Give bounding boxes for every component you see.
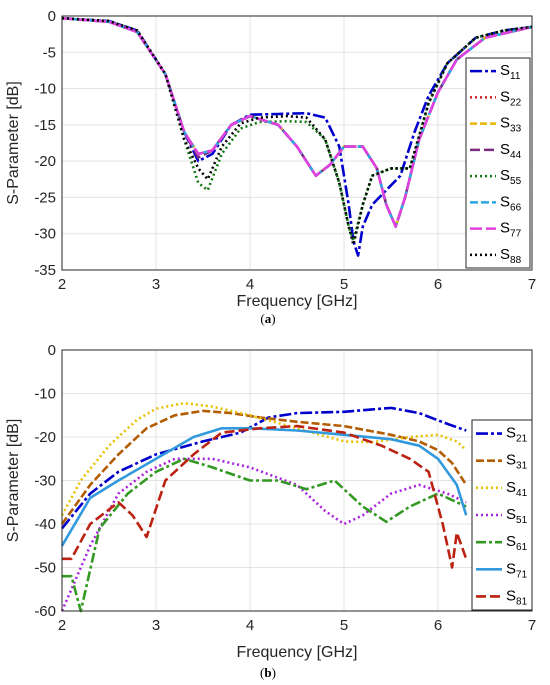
- chart-a: 2 3 4 5 6 7 0 -5 -10 -15 -20 -25 -30 -35 Frequency [GH…: [5, 8, 536, 310]
- series-line-s77: [61, 16, 533, 228]
- y-tick-label: -10: [34, 81, 56, 98]
- y-tick-label: -35: [34, 262, 56, 279]
- y-tick-label: -50: [34, 560, 56, 577]
- series-line-s88: [61, 16, 533, 246]
- x-tick-label: 5: [340, 617, 348, 634]
- x-tick-label: 6: [434, 276, 442, 293]
- y-tick-label: -20: [34, 429, 56, 446]
- y-tick-label: -60: [34, 603, 56, 620]
- x-tick-label: 4: [246, 617, 254, 634]
- x-tick-label: 2: [58, 276, 66, 293]
- legend-label-s33: S33: [500, 115, 522, 135]
- x-tick-label: 5: [340, 276, 348, 293]
- caption-a: (a): [260, 311, 275, 326]
- legend-label-s81: S81: [506, 587, 528, 607]
- y-tick-label: -40: [34, 516, 56, 533]
- legend-label-s77: S77: [500, 220, 522, 240]
- x-tick-label: 6: [434, 617, 442, 634]
- series-line-s81: [62, 424, 468, 569]
- y-tick-label: -10: [34, 386, 56, 403]
- caption-b: (b): [260, 665, 276, 680]
- legend: S21 S31 S41 S51 S61 S71 S81: [471, 419, 533, 611]
- legend-label-s22: S22: [500, 88, 522, 108]
- legend-box: [465, 57, 531, 269]
- legend-label-s51: S51: [506, 506, 528, 526]
- legend-label-s88: S88: [500, 246, 522, 266]
- legend: S11 S22 S33 S44 S55 S66 S77 S88: [465, 57, 531, 269]
- legend-label-s11: S11: [500, 62, 521, 82]
- series-line-s71: [60, 427, 468, 547]
- legend-label-s31: S31: [506, 452, 528, 472]
- x-tick-label: 7: [528, 276, 536, 293]
- series-line-s41: [60, 401, 468, 516]
- chart-b: 2 3 4 5 6 7 0 -10 -20 -30 -40 -50 -60 Frequency [GHz]…: [5, 342, 536, 661]
- x-axis-label: Frequency [GHz]: [237, 644, 358, 661]
- legend-label-s66: S66: [500, 193, 522, 213]
- y-tick-label: 0: [48, 342, 56, 359]
- legend-label-s55: S55: [500, 167, 522, 187]
- y-tick-label: -15: [34, 117, 56, 134]
- plot-area: [62, 16, 532, 270]
- x-axis-label: Frequency [GHz]: [237, 293, 358, 310]
- legend-label-s44: S44: [500, 141, 522, 161]
- y-tick-label: -20: [34, 153, 56, 170]
- axes-frame: [61, 15, 533, 271]
- x-tick-label: 7: [528, 617, 536, 634]
- legend-label-s41: S41: [506, 479, 528, 499]
- y-axis-label: S-Parameter [dB]: [5, 81, 22, 205]
- x-tick-label: 2: [58, 617, 66, 634]
- legend-label-s61: S61: [506, 533, 528, 553]
- y-tick-label: -25: [34, 189, 56, 206]
- y-tick-label: -30: [34, 473, 56, 490]
- x-tick-label: 3: [152, 617, 160, 634]
- y-axis-label: S-Parameter [dB]: [5, 419, 22, 543]
- y-tick-label: 0: [48, 8, 56, 25]
- x-tick-label: 3: [152, 276, 160, 293]
- legend-label-s71: S71: [506, 560, 528, 580]
- series-line-s51: [60, 457, 467, 612]
- y-tick-label: -5: [43, 44, 56, 61]
- legend-label-s21: S21: [506, 425, 528, 445]
- series-line-s61: [62, 457, 467, 613]
- x-tick-label: 4: [246, 276, 254, 293]
- series-line-s31: [60, 409, 468, 525]
- y-tick-label: -30: [34, 226, 56, 243]
